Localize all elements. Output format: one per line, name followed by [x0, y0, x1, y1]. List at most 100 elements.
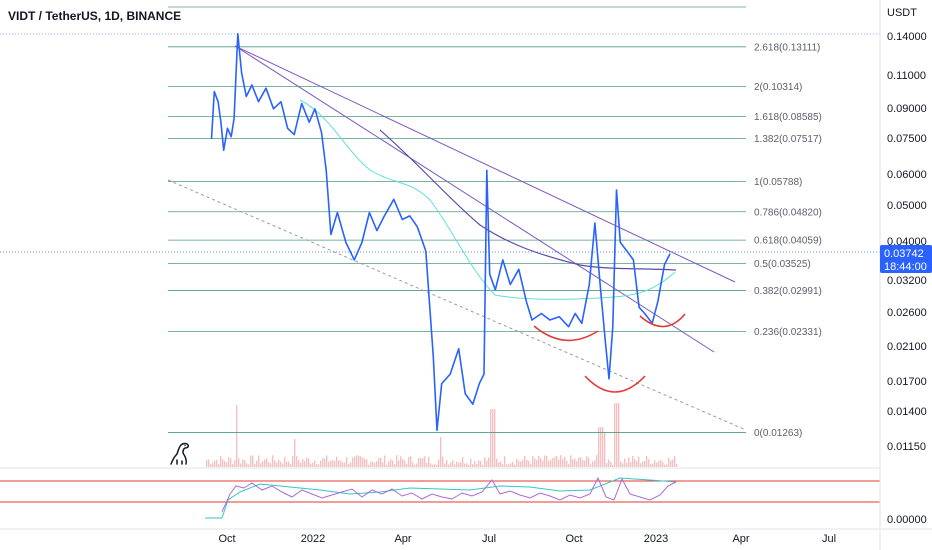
current-price-value: 0.03742	[884, 248, 924, 260]
volume-bar	[528, 460, 530, 467]
volume-bar	[484, 457, 486, 467]
volume-bar	[418, 457, 420, 467]
volume-bar	[284, 457, 286, 467]
volume-bar	[358, 455, 360, 467]
dinosaur-logo-icon	[170, 442, 189, 465]
volume-bar	[624, 458, 626, 467]
volume-bar	[414, 464, 416, 467]
volume-bar	[220, 456, 222, 467]
rsi-pane	[0, 467, 880, 529]
volume-bar	[492, 409, 494, 467]
volume-bar	[392, 460, 394, 467]
lower-trendline[interactable]	[234, 45, 715, 353]
volume-bar	[442, 456, 444, 467]
price-tick-label: 0.09000	[887, 103, 927, 115]
volume-bar	[538, 455, 540, 467]
volume-bar	[482, 464, 484, 467]
volume-bar	[428, 456, 430, 467]
volume-bar	[640, 463, 642, 467]
volume-bar	[460, 462, 462, 467]
volume-bar	[662, 461, 664, 467]
upper-trendline[interactable]	[234, 45, 736, 283]
price-axis-unit: USDT	[887, 7, 917, 19]
volume-bar	[328, 461, 330, 467]
moving-average-fast	[299, 99, 676, 300]
volume-bar	[210, 463, 212, 467]
volume-bar	[658, 460, 660, 467]
pattern-annotations	[533, 313, 686, 393]
volume-bar	[270, 463, 272, 467]
symbol-title: VIDT / TetherUS, 1D, BINANCE	[8, 9, 181, 23]
volume-bar	[598, 427, 600, 467]
fib-level-label: 0.786(0.04820)	[754, 207, 822, 218]
volume-bar	[266, 458, 268, 467]
volume-bar	[596, 455, 598, 467]
volume-bar	[478, 460, 480, 467]
volume-bar	[500, 461, 502, 467]
volume-bar	[626, 462, 628, 467]
volume-bar	[360, 456, 362, 467]
volume-bar	[242, 459, 244, 467]
volume-bar	[224, 460, 226, 467]
volume-bar	[410, 456, 412, 467]
volume-bar	[594, 460, 596, 467]
volume-bar	[570, 455, 572, 467]
volume-bar	[646, 456, 648, 467]
volume-bar	[238, 458, 240, 467]
volume-bar	[582, 459, 584, 467]
volume-bar	[262, 460, 264, 467]
volume-bar	[296, 456, 298, 467]
volume-bar	[668, 457, 670, 467]
volume-bar	[566, 460, 568, 467]
volume-bar	[432, 464, 434, 467]
fib-level-label: 1(0.05788)	[754, 177, 802, 188]
volume-bar	[206, 460, 208, 467]
fib-level-label: 2(0.10314)	[754, 82, 802, 93]
volume-bar	[384, 455, 386, 467]
volume-bar	[362, 457, 364, 467]
price-axis[interactable]: USDT 0.14000 0.11000 0.09000 0.07500 0.06000…	[879, 0, 932, 550]
volume-bar	[674, 455, 676, 467]
volume-bar	[664, 464, 666, 467]
volume-bar	[366, 459, 368, 467]
volume-bar	[600, 427, 602, 467]
volume-bar	[286, 461, 288, 467]
volume-bar	[396, 455, 398, 467]
volume-bar	[516, 458, 518, 467]
volume-bar	[402, 459, 404, 467]
volume-bar	[370, 461, 372, 467]
dashed-trendline[interactable]	[167, 179, 747, 431]
volume-bar	[530, 463, 532, 467]
volume-bar	[412, 462, 414, 467]
volume-bar	[364, 458, 366, 467]
time-tick-label: Jul	[822, 533, 836, 545]
volume-bar	[452, 460, 454, 467]
price-tick-label: 0.14000	[887, 31, 927, 43]
volume-bar	[504, 456, 506, 467]
price-tick-label: 0.03200	[887, 275, 927, 287]
volume-bar	[618, 403, 620, 467]
volume-bar	[540, 458, 542, 467]
volume-bar	[584, 460, 586, 467]
volume-bar	[622, 463, 624, 467]
volume-bar	[576, 461, 578, 467]
volume-bar	[316, 464, 318, 467]
time-axis[interactable]: Oct 2022 Apr Jul Oct 2023 Apr Jul	[0, 528, 932, 545]
price-tick-label: 0.11000	[887, 70, 926, 82]
volume-bar	[578, 457, 580, 467]
price-tick-label: 0.01700	[887, 376, 927, 388]
volume-bar	[378, 458, 380, 467]
volume-bar	[422, 458, 424, 467]
volume-bar	[518, 460, 520, 467]
volume-bar	[388, 461, 390, 467]
volume-bar	[240, 463, 242, 467]
volume-bar	[610, 461, 612, 467]
fibonacci-retracement[interactable]: 2.618(0.13111) 2(0.10314) 1.618(0.08585) 1.…	[168, 6, 822, 439]
volume-bar	[326, 455, 328, 467]
price-tick-label: 0.05000	[887, 200, 927, 212]
volume-bar	[480, 460, 482, 467]
volume-bar	[560, 455, 562, 467]
volume-bar	[294, 439, 296, 467]
volume-bar	[404, 460, 406, 467]
volume-bar	[276, 462, 278, 467]
